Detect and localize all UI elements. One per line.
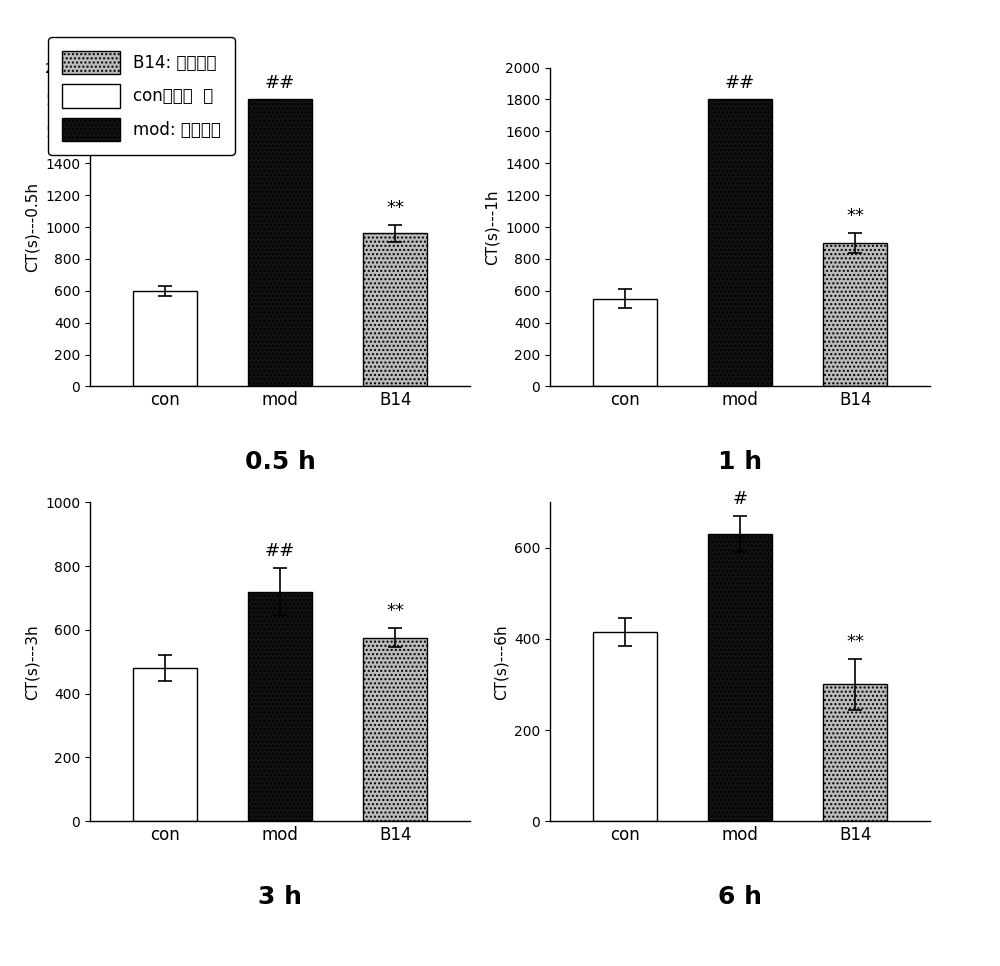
Bar	[708, 99, 772, 386]
Bar	[708, 534, 772, 821]
Y-axis label: CT(s)---1h: CT(s)---1h	[484, 189, 499, 265]
Bar	[823, 685, 887, 821]
Bar	[133, 291, 197, 386]
Bar	[823, 243, 887, 386]
Bar	[248, 591, 312, 821]
Bar	[363, 638, 427, 821]
Text: ##: ##	[265, 73, 295, 92]
Text: #: #	[732, 490, 748, 508]
Bar	[593, 632, 657, 821]
Text: 0.5 h: 0.5 h	[245, 450, 315, 474]
Legend: B14: 白及苷组, con：空白  组, mod: 肝素钓组: B14: 白及苷组, con：空白 组, mod: 肝素钓组	[48, 38, 235, 155]
Text: **: **	[846, 207, 864, 225]
Bar	[133, 668, 197, 821]
Y-axis label: CT(s)---0.5h: CT(s)---0.5h	[24, 182, 39, 272]
Text: **: **	[386, 199, 404, 216]
Y-axis label: CT(s)---3h: CT(s)---3h	[25, 624, 40, 699]
Text: 6 h: 6 h	[718, 885, 762, 909]
Bar	[248, 99, 312, 386]
Y-axis label: CT(s)---6h: CT(s)---6h	[493, 624, 508, 699]
Text: ##: ##	[725, 73, 755, 92]
Bar	[363, 234, 427, 386]
Text: ##: ##	[265, 542, 295, 559]
Text: **: **	[846, 634, 864, 651]
Bar	[593, 298, 657, 386]
Text: 1 h: 1 h	[718, 450, 762, 474]
Text: **: **	[386, 602, 404, 620]
Text: 3 h: 3 h	[258, 885, 302, 909]
